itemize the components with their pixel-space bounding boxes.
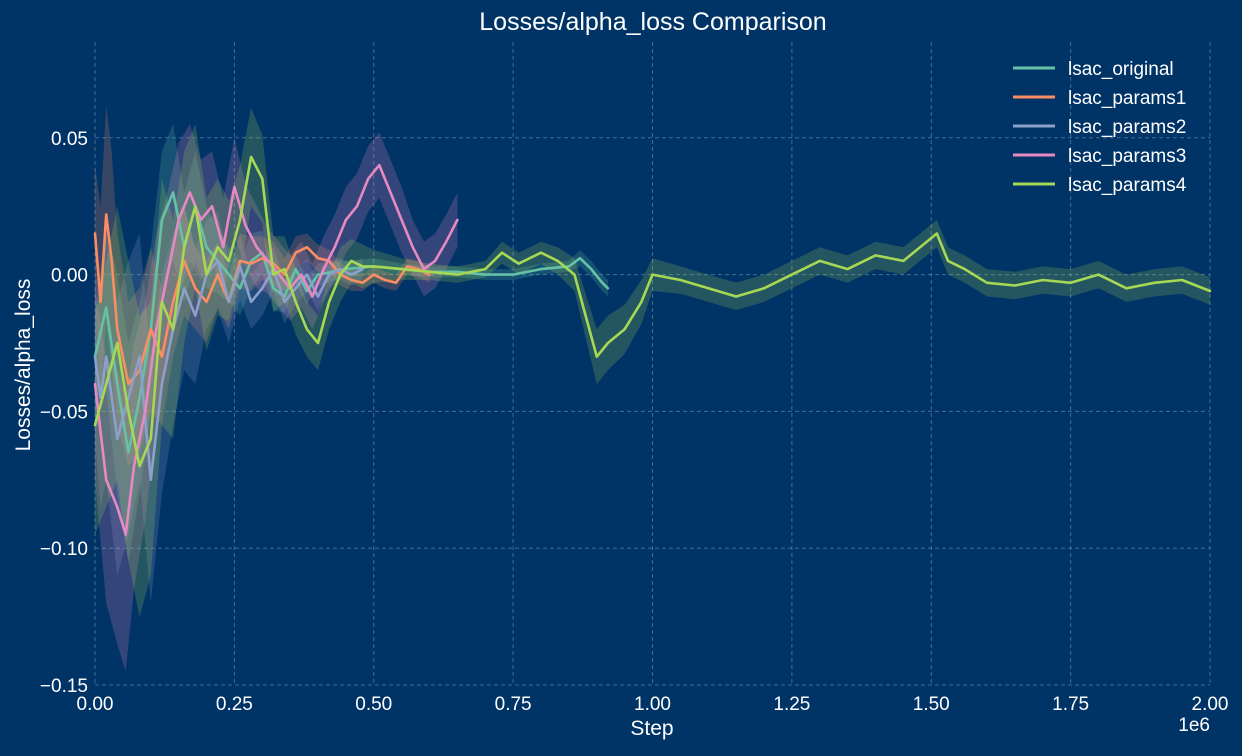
x-tick-label: 1.50 [913, 694, 950, 715]
legend-label-lsac_params2: lsac_params2 [1068, 117, 1186, 138]
x-tick-label: 0.00 [77, 694, 114, 715]
series-lines [93, 155, 1212, 536]
band-lsac_params4 [95, 107, 1210, 617]
x-tick-label: 1.25 [773, 694, 810, 715]
x-tick-label: 1.75 [1052, 694, 1089, 715]
y-tick-label: 0.05 [51, 129, 88, 150]
chart-title: Losses/alpha_loss Comparison [479, 8, 826, 36]
legend-label-lsac_params1: lsac_params1 [1068, 88, 1186, 109]
band-lsac_params1 [95, 104, 430, 467]
line-lsac_params2 [93, 259, 364, 482]
x-axis-scale-label: 1e6 [1178, 715, 1210, 736]
y-axis-ticks: −0.15 −0.10 −0.05 0.00 0.05 [40, 129, 88, 697]
legend-label-lsac_params3: lsac_params3 [1068, 146, 1186, 167]
y-tick-label: 0.00 [51, 266, 88, 287]
y-tick-label: −0.05 [40, 402, 88, 423]
line-lsac_original [93, 191, 610, 454]
x-tick-label: 0.25 [216, 694, 253, 715]
x-axis-ticks: 0.00 0.25 0.50 0.75 1.00 1.25 1.50 1.75 2.00 [77, 694, 1229, 715]
x-tick-label: 0.50 [355, 694, 392, 715]
x-axis-label: Step [630, 717, 673, 740]
y-tick-label: −0.10 [40, 539, 88, 560]
x-tick-label: 2.00 [1192, 694, 1229, 715]
legend-label-lsac_original: lsac_original [1068, 59, 1174, 80]
legend-label-lsac_params4: lsac_params4 [1068, 175, 1187, 196]
x-tick-label: 0.75 [495, 694, 532, 715]
y-axis-label: Losses/alpha_loss [12, 279, 35, 452]
line-lsac_params4 [93, 155, 1212, 468]
legend: lsac_original lsac_params1 lsac_params2lsa… [1013, 59, 1187, 196]
x-tick-label: 1.00 [634, 694, 671, 715]
y-tick-label: −0.15 [40, 676, 88, 697]
grid [94, 42, 1211, 686]
